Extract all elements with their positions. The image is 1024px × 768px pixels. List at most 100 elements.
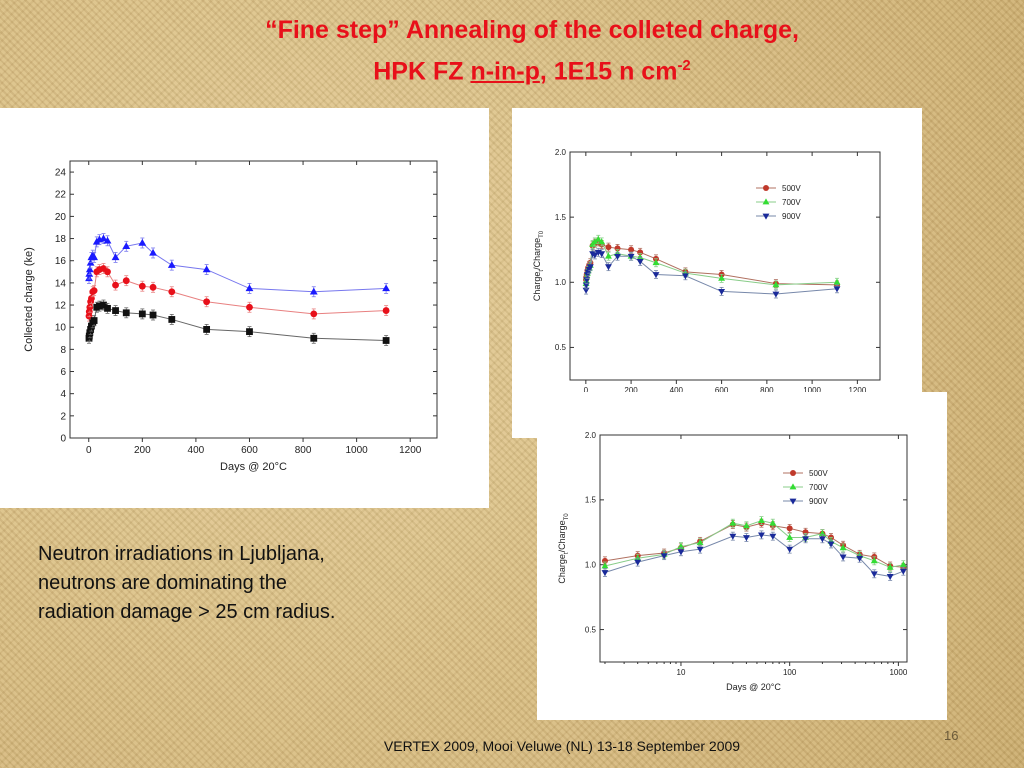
data-point	[772, 291, 780, 298]
series-900V	[582, 247, 841, 299]
data-point	[591, 252, 599, 259]
data-point	[203, 298, 211, 306]
x-tick-label: 1000	[803, 386, 821, 395]
data-point	[149, 248, 157, 256]
x-tick-label: 1000	[346, 445, 369, 456]
data-point	[870, 557, 878, 564]
legend-label: 500V	[809, 469, 828, 478]
data-point	[167, 261, 176, 268]
data-point	[122, 242, 131, 250]
y-tick-label: 6	[60, 367, 66, 378]
y-tick-label: 18	[55, 234, 67, 245]
series-line	[585, 238, 838, 286]
y-tick-label: 0	[60, 434, 66, 445]
data-point	[598, 251, 606, 258]
data-point	[122, 309, 130, 317]
y-tick-label: 2.0	[555, 148, 567, 157]
data-point	[833, 278, 841, 285]
legend-label: 700V	[782, 198, 801, 207]
data-point	[104, 304, 111, 312]
data-point	[786, 525, 793, 532]
data-point	[802, 536, 810, 543]
chart-normalized-linear: 0.5 1.0 1.5 2.0 0 200 400 600 800 1000 1200 Charget…	[532, 148, 881, 395]
x-tick-label: 800	[760, 386, 774, 395]
data-point	[203, 326, 211, 333]
data-point	[786, 546, 794, 553]
data-point	[660, 553, 668, 560]
x-tick-label: 1200	[399, 445, 422, 456]
title-line-2-b: , 1E15 n cm	[539, 57, 678, 86]
data-point	[605, 244, 612, 251]
y-tick-label: 20	[55, 212, 67, 223]
data-point	[90, 253, 99, 261]
data-point	[652, 259, 660, 266]
legend: 500V 700V 900V	[783, 469, 828, 506]
series-line	[585, 241, 838, 286]
y-tick-label: 22	[55, 190, 67, 201]
data-point	[122, 277, 130, 285]
data-point	[100, 301, 107, 309]
y-tick-label: 0.5	[585, 625, 597, 634]
data-point	[718, 289, 726, 296]
data-point	[112, 281, 119, 289]
series-1	[85, 263, 390, 322]
data-point	[85, 265, 94, 273]
y-axis-label-subscript: t	[564, 552, 570, 554]
data-point	[634, 559, 642, 566]
data-point	[827, 541, 835, 548]
data-point	[634, 554, 642, 561]
series-500V	[601, 518, 907, 572]
data-point	[112, 307, 119, 314]
slide-title: “Fine step” Annealing of the colleted ch…	[0, 12, 1024, 89]
data-point	[168, 316, 176, 323]
data-point	[758, 532, 765, 539]
data-point	[696, 546, 704, 553]
data-point	[245, 284, 254, 292]
data-point	[310, 310, 318, 318]
data-point	[899, 561, 907, 568]
data-point	[99, 234, 108, 242]
chart-normalized-log: 0.5 1.0 1.5 2.0 10 100 1000 Days @ 20°C Charget/…	[557, 431, 908, 692]
data-point	[310, 334, 318, 342]
data-point	[382, 337, 390, 344]
data-point	[246, 328, 253, 336]
y-tick-label: 1.0	[585, 561, 597, 570]
data-point	[601, 570, 609, 577]
data-point	[636, 259, 644, 266]
title-line-2: HPK FZ n-in-p, 1E15 n cm-2	[0, 48, 1024, 89]
data-point	[627, 253, 635, 260]
data-point	[605, 264, 612, 271]
y-axis-label: Collected charge (ke)	[23, 247, 35, 352]
series-line	[585, 251, 838, 295]
y-tick-label: 2.0	[585, 431, 597, 440]
legend-marker	[763, 185, 769, 191]
data-point	[818, 536, 826, 543]
data-point	[85, 269, 94, 277]
data-point	[591, 238, 599, 245]
y-tick-label: 1.0	[555, 278, 567, 287]
data-point	[149, 311, 157, 319]
y-axis-label-part: Charge	[557, 554, 567, 584]
data-point	[839, 544, 847, 551]
data-point	[769, 519, 777, 526]
y-tick-label: 1.5	[555, 213, 567, 222]
data-point	[870, 571, 878, 578]
slide-footer: VERTEX 2009, Mooi Veluwe (NL) 13-18 Sept…	[383, 738, 741, 754]
data-point	[614, 253, 621, 260]
y-tick-label: 0.5	[555, 343, 567, 352]
irradiation-note: Neutron irradiations in Ljubljana, neutr…	[38, 543, 336, 623]
series-line	[88, 267, 387, 317]
data-point	[839, 554, 847, 561]
x-tick-label: 1200	[848, 386, 866, 395]
data-point	[742, 522, 750, 529]
x-tick-label: 10	[677, 668, 686, 677]
data-point	[168, 288, 176, 296]
data-point	[681, 273, 689, 280]
data-point	[886, 573, 894, 580]
data-point	[382, 284, 391, 292]
chart-panel-normalized-log: 0.5 1.0 1.5 2.0 10 100 1000 Days @ 20°C Charget/…	[537, 392, 947, 720]
legend: 500V 700V 900V	[756, 184, 801, 221]
y-tick-label: 4	[60, 389, 66, 400]
title-superscript: -2	[677, 57, 691, 74]
y-tick-label: 2	[60, 411, 66, 422]
